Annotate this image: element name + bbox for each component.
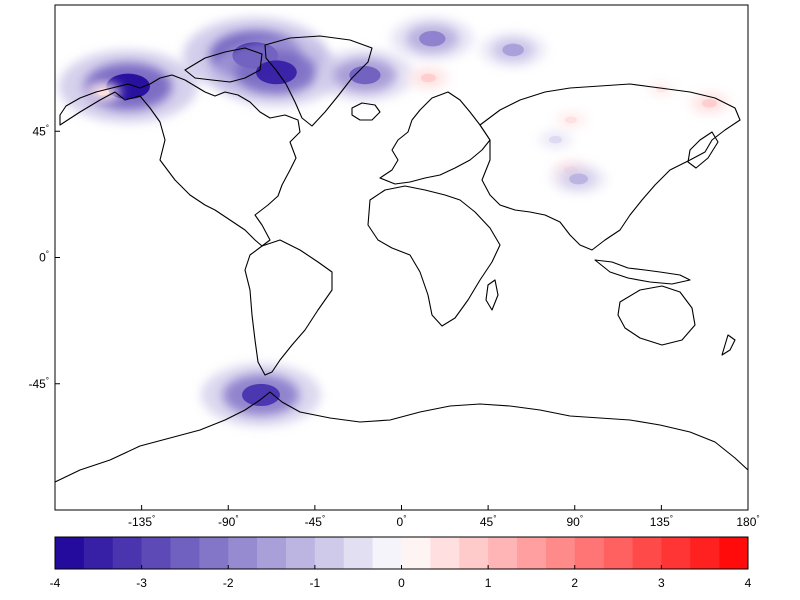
x-tick-label: 135° xyxy=(650,514,673,529)
x-tick-label: 90° xyxy=(566,514,583,529)
coast-asia xyxy=(479,83,741,251)
x-tick-label: -45° xyxy=(305,514,326,529)
colorbar-bin xyxy=(459,537,489,569)
colorbar-tick-label: 0 xyxy=(398,576,405,590)
coast-new-zealand xyxy=(721,334,736,356)
colorbar-bin xyxy=(199,537,229,569)
colorbar-bin xyxy=(632,537,662,569)
coast-africa xyxy=(367,185,501,327)
coast-indonesia xyxy=(594,259,691,285)
colorbar-bin xyxy=(170,537,200,569)
y-axis: 45° 0° -45° xyxy=(28,123,60,391)
coast-australia xyxy=(617,285,696,346)
x-tick-label: 180° xyxy=(736,514,759,529)
coast-north-america xyxy=(59,74,301,247)
colorbar-bin xyxy=(661,537,691,569)
colorbar-tick-label: -2 xyxy=(223,576,234,590)
y-tick-label: 45° xyxy=(32,123,49,138)
colorbar-tick-label: 4 xyxy=(745,576,752,590)
y-tick-label: 0° xyxy=(39,250,49,265)
colorbar-bin xyxy=(401,537,431,569)
anomaly-svalbard xyxy=(390,16,475,61)
coast-japan xyxy=(687,131,719,169)
colorbar: -4 -3 -2 -1 0 1 2 3 4 xyxy=(50,536,752,590)
colorbar-tick-label: -1 xyxy=(310,576,321,590)
coast-madagascar xyxy=(485,279,499,311)
colorbar-tick-label: -3 xyxy=(136,576,147,590)
coast-antarctica xyxy=(55,391,748,483)
colorbar-tick-label: 3 xyxy=(658,576,665,590)
colorbar-bin xyxy=(257,537,287,569)
x-tick-label: 45° xyxy=(480,514,497,529)
colorbar-bin xyxy=(141,537,171,569)
x-tick-label: -135° xyxy=(128,514,155,529)
anomaly-altai xyxy=(551,110,590,131)
colorbar-bin xyxy=(430,537,460,569)
x-axis: -135° -90° -45° 0° 45° 90° 135° 180° xyxy=(128,505,760,529)
coast-south-america xyxy=(244,239,333,376)
colorbar-bin xyxy=(690,537,720,569)
anomaly-yukon xyxy=(84,81,123,102)
anomaly-himalaya xyxy=(548,163,609,195)
colorbar-tick-label: 1 xyxy=(485,576,492,590)
y-tick-label: -45° xyxy=(28,376,49,391)
coastlines xyxy=(55,35,748,483)
coast-europe xyxy=(379,91,491,185)
colorbar-bin xyxy=(314,537,345,569)
coast-greenland xyxy=(264,35,373,127)
anomaly-kamchatka xyxy=(685,90,734,116)
colorbar-bin xyxy=(488,537,518,569)
anomaly-west-siberia xyxy=(643,79,679,99)
anomaly-baffin-bay xyxy=(211,38,341,107)
anomaly-scandinavia xyxy=(404,65,453,91)
colorbar-tick-label: -4 xyxy=(50,576,61,590)
colorbar-bin xyxy=(719,537,749,569)
colorbar-bin xyxy=(83,537,114,569)
colorbar-bin xyxy=(343,537,373,569)
colorbar-bin xyxy=(545,537,576,569)
coast-arctic-islands xyxy=(184,47,263,83)
colorbar-bin xyxy=(603,537,633,569)
colorbar-bin xyxy=(372,537,402,569)
x-tick-label: 0° xyxy=(397,514,407,529)
anomaly-novaya-zemlya xyxy=(478,31,548,68)
x-tick-label: -90° xyxy=(218,514,239,529)
colorbar-bin xyxy=(517,537,547,569)
colorbar-bin xyxy=(574,537,604,569)
anomaly-patagonia xyxy=(200,363,322,427)
colorbar-bin xyxy=(55,537,85,569)
colorbar-bin xyxy=(286,537,316,569)
anomaly-iceland xyxy=(315,49,415,102)
anomaly-layer xyxy=(58,16,734,427)
colorbar-bin xyxy=(112,537,142,569)
anomaly-tian-shan xyxy=(534,128,577,151)
colorbar-bin xyxy=(228,537,258,569)
colorbar-tick-label: 2 xyxy=(571,576,578,590)
coast-iceland xyxy=(351,102,381,121)
